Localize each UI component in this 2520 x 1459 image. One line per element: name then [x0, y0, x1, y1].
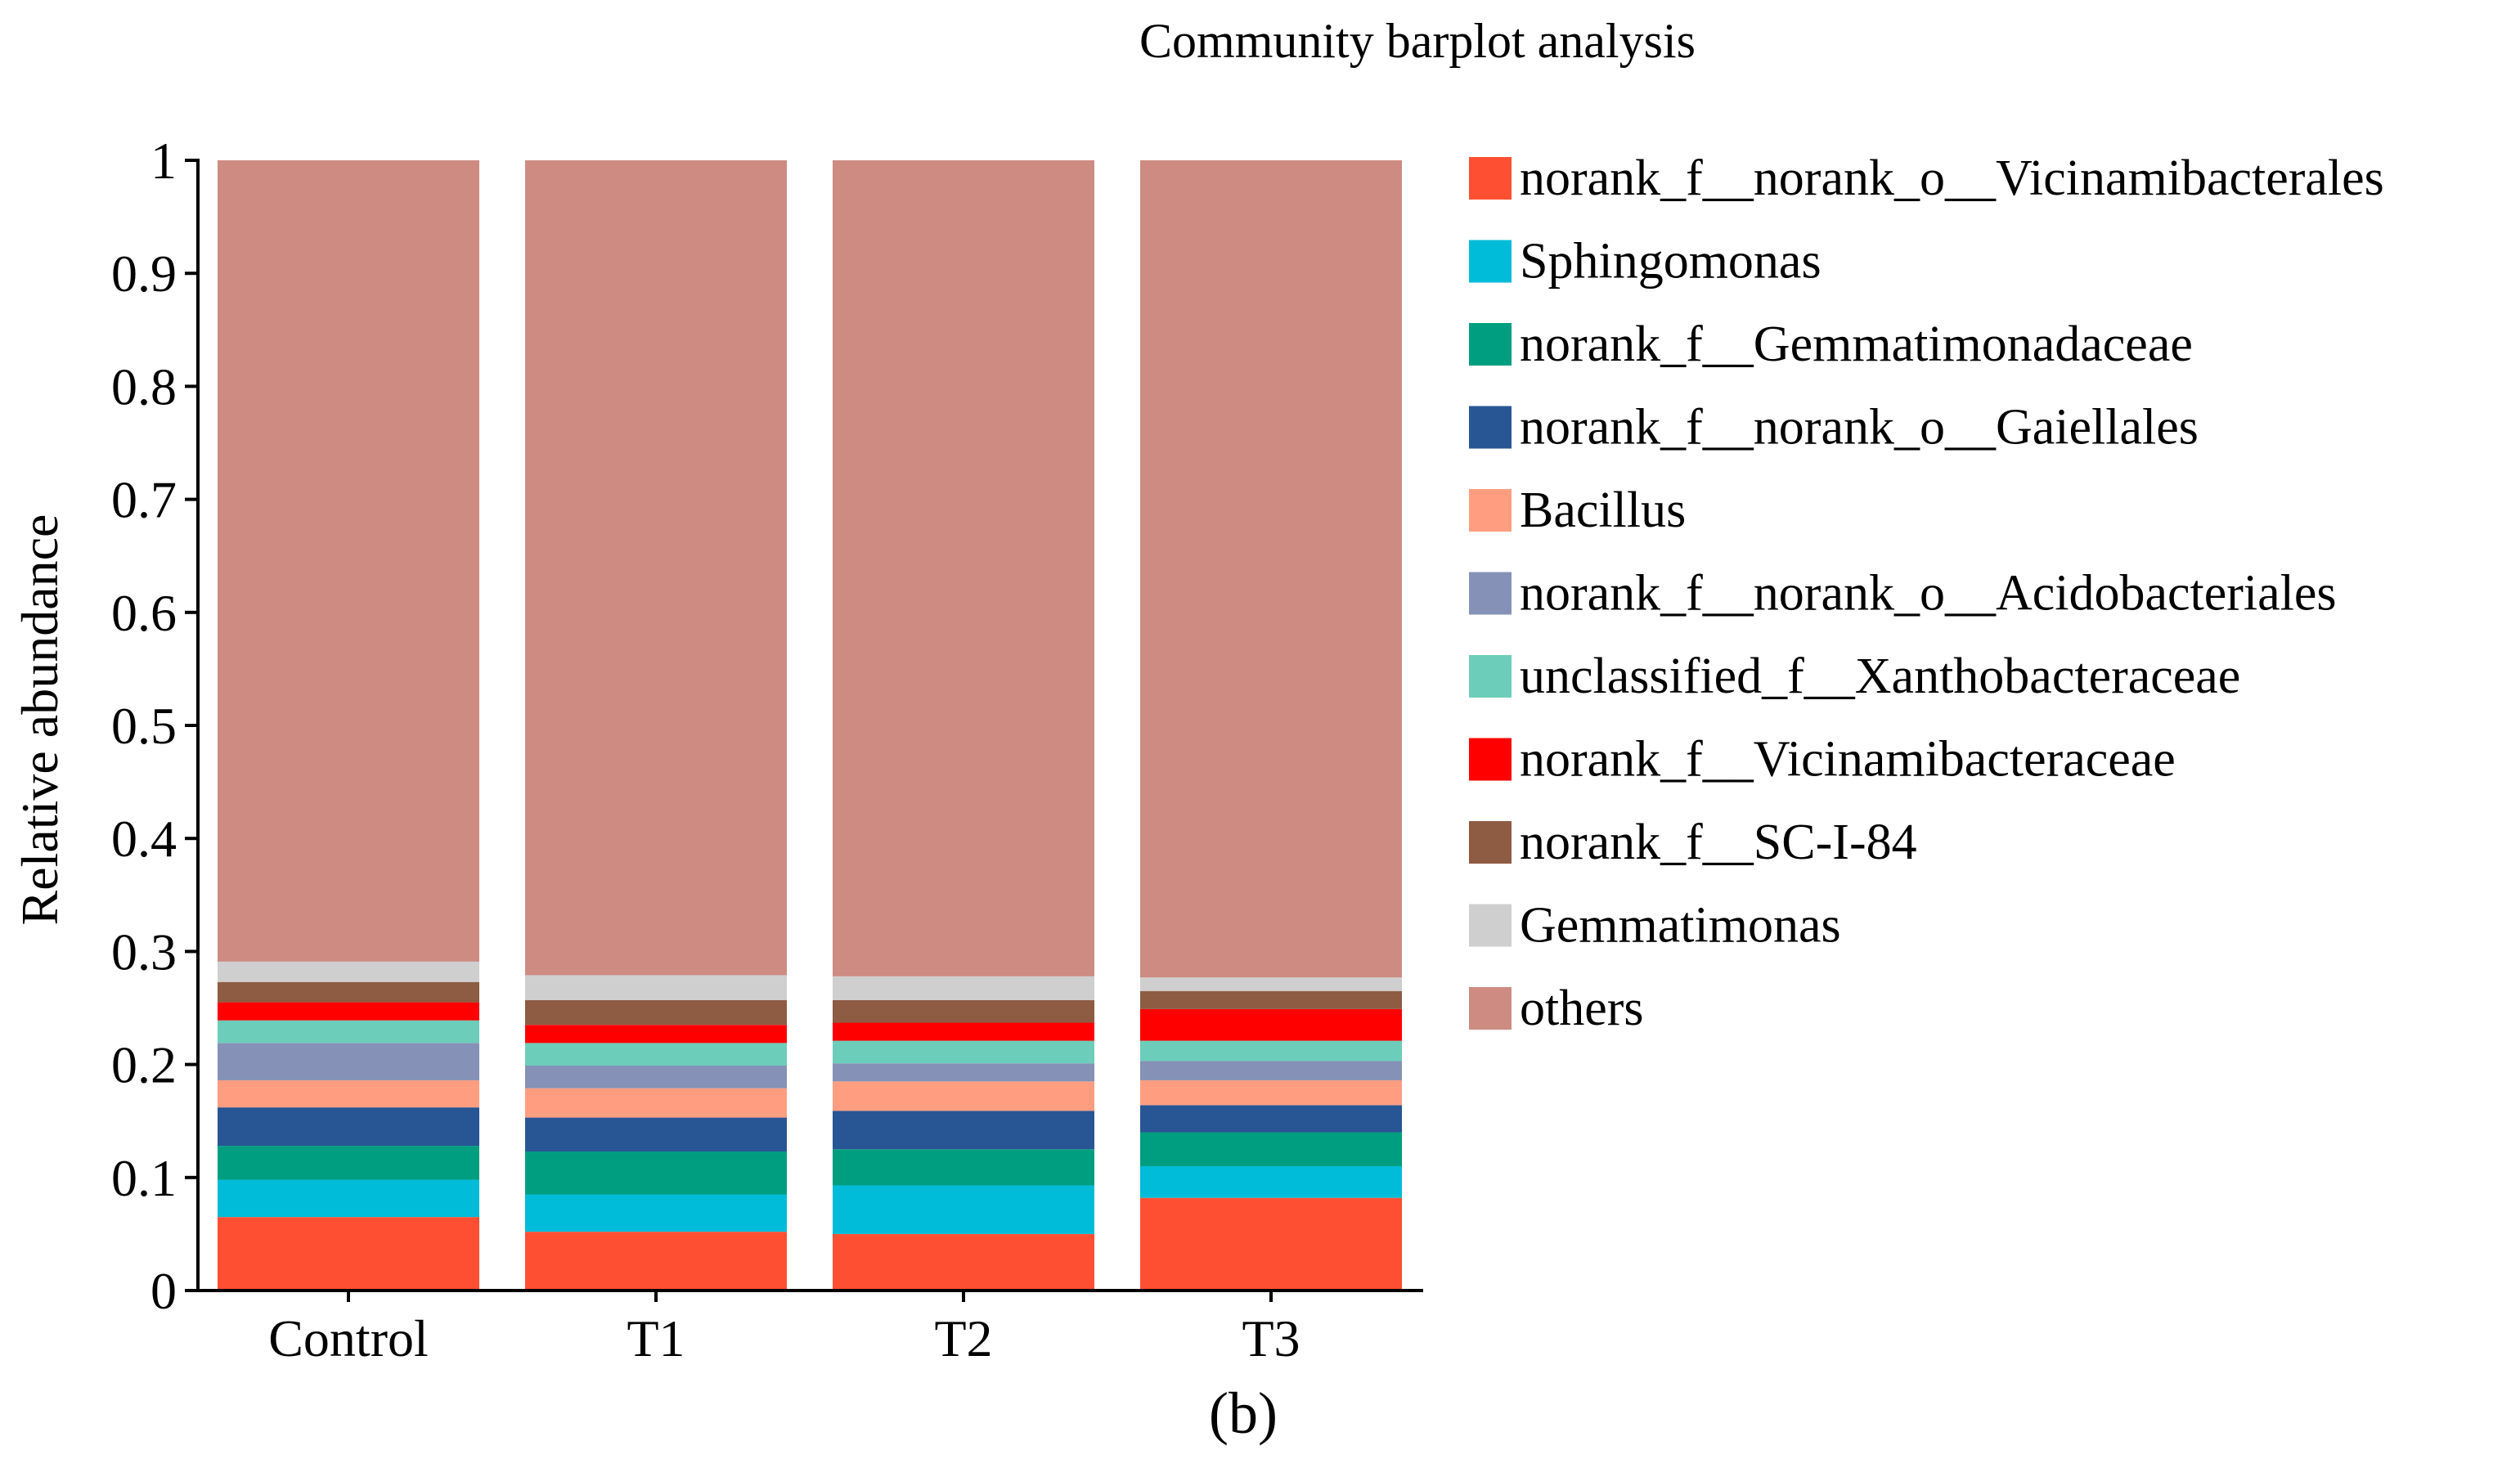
- legend-swatch-8: [1469, 738, 1512, 781]
- bar-segment-t2-6: [833, 1063, 1094, 1082]
- bar-segment-t3-4: [1140, 1105, 1402, 1133]
- legend-swatch-2: [1469, 240, 1512, 283]
- bar-segment-t3-9: [1140, 990, 1402, 1009]
- bar-segment-control-2: [218, 1179, 479, 1218]
- legend-swatch-1: [1469, 157, 1512, 200]
- y-tick-label: 0.3: [111, 923, 177, 981]
- bar-segment-t2-4: [833, 1111, 1094, 1150]
- bar-segment-control-1: [218, 1217, 479, 1291]
- legend-swatch-11: [1469, 987, 1512, 1030]
- bar-segment-control-7: [218, 1020, 479, 1044]
- bar-segment-t2-10: [833, 976, 1094, 1000]
- legend-label: Bacillus: [1520, 483, 1686, 538]
- y-tick-label: 0: [150, 1262, 177, 1320]
- y-tick-label: 0.6: [111, 584, 177, 642]
- y-tick-label: 0.2: [111, 1036, 177, 1094]
- panel-label: (b): [1209, 1380, 1278, 1446]
- bar-segment-t3-1: [1140, 1197, 1402, 1291]
- bar-segment-t3-3: [1140, 1132, 1402, 1166]
- bar-segment-t3-5: [1140, 1080, 1402, 1106]
- legend: norank_f__norank_o__Vicinamibacterales Sp…: [1469, 150, 2384, 1036]
- legend-swatch-9: [1469, 821, 1512, 864]
- chart-title: Community barplot analysis: [1139, 14, 1696, 68]
- legend-swatch-4: [1469, 406, 1512, 449]
- x-tick-label: Control: [268, 1309, 429, 1367]
- bar-segment-t3-8: [1140, 1008, 1402, 1041]
- bar-segment-t1-10: [525, 975, 787, 1000]
- legend-swatch-6: [1469, 572, 1512, 615]
- bar-segment-t2-5: [833, 1081, 1094, 1111]
- bar-segment-t1-3: [525, 1151, 787, 1195]
- x-tick-label: T2: [934, 1309, 992, 1367]
- y-tick-label: 0.8: [111, 357, 177, 415]
- x-tick-label: T1: [627, 1309, 685, 1367]
- legend-swatch-7: [1469, 655, 1512, 698]
- bar-segment-control-10: [218, 961, 479, 982]
- bar-segment-t1-6: [525, 1065, 787, 1089]
- bar-segment-control-6: [218, 1043, 479, 1080]
- bar-segment-t3-10: [1140, 977, 1402, 991]
- legend-label: unclassified_f__Xanthobacteraceae: [1520, 649, 2240, 704]
- y-tick-label: 0.9: [111, 245, 177, 303]
- legend-label: Gemmatimonas: [1520, 898, 1841, 954]
- legend-label: norank_f__SC-I-84: [1520, 815, 1917, 870]
- y-tick-label: 1: [150, 132, 177, 190]
- bar-segment-t3-7: [1140, 1040, 1402, 1062]
- bar-segment-control-9: [218, 981, 479, 1003]
- bar-segment-t3-11: [1140, 160, 1402, 978]
- y-tick-label: 0.1: [111, 1149, 177, 1207]
- x-tick-label: T3: [1242, 1309, 1300, 1367]
- bar-segment-t1-2: [525, 1194, 787, 1232]
- bar-segment-t2-2: [833, 1185, 1094, 1234]
- y-tick-label: 0.7: [111, 471, 177, 529]
- legend-label: norank_f__Gemmatimonadaceae: [1520, 316, 2193, 372]
- bar-segment-t2-1: [833, 1233, 1094, 1291]
- bar-segment-control-3: [218, 1146, 479, 1180]
- bar-segment-t2-3: [833, 1149, 1094, 1186]
- legend-swatch-5: [1469, 489, 1512, 532]
- legend-swatch-10: [1469, 904, 1512, 947]
- bar-segment-control-5: [218, 1080, 479, 1108]
- bar-segment-control-4: [218, 1107, 479, 1147]
- legend-label: norank_f__norank_o__Vicinamibacterales: [1520, 150, 2384, 206]
- bar-segment-t1-7: [525, 1043, 787, 1066]
- legend-label: others: [1520, 981, 1644, 1036]
- bars-layer: Control T1 T2 T3: [218, 160, 1402, 1367]
- bar-segment-control-11: [218, 160, 479, 962]
- legend-label: norank_f__norank_o__Acidobacteriales: [1520, 566, 2337, 622]
- bar-segment-t1-5: [525, 1088, 787, 1118]
- legend-label: norank_f__norank_o__Gaiellales: [1520, 400, 2199, 456]
- bar-segment-t2-8: [833, 1022, 1094, 1041]
- legend-label: Sphingomonas: [1520, 234, 1821, 290]
- bar-segment-t1-4: [525, 1117, 787, 1152]
- y-tick-label: 0.4: [111, 810, 177, 868]
- bar-segment-t2-9: [833, 999, 1094, 1023]
- bar-segment-t2-11: [833, 160, 1094, 976]
- y-axis-label: Relative abundance: [11, 514, 69, 926]
- bar-segment-t1-11: [525, 160, 787, 976]
- legend-swatch-3: [1469, 323, 1512, 366]
- y-tick-label: 0.5: [111, 697, 177, 755]
- axes-layer: 0 0.1 0.2 0.3 0.4 0.5 0.6 0.7 0.8 0.9 1: [111, 132, 1423, 1320]
- bar-segment-t3-2: [1140, 1165, 1402, 1198]
- bar-segment-t3-6: [1140, 1061, 1402, 1080]
- bar-segment-t1-1: [525, 1232, 787, 1291]
- bar-segment-t1-9: [525, 999, 787, 1026]
- bar-segment-t2-7: [833, 1040, 1094, 1064]
- bar-segment-control-8: [218, 1002, 479, 1021]
- legend-label: norank_f__Vicinamibacteraceae: [1520, 732, 2176, 788]
- bar-segment-t1-8: [525, 1025, 787, 1044]
